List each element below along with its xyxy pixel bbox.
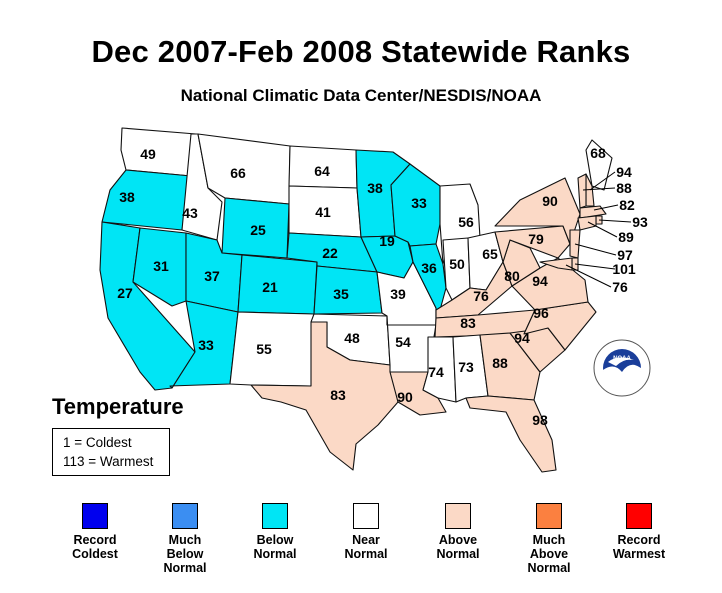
- legend-item: Much Above Normal: [509, 503, 589, 575]
- legend-item: Below Normal: [235, 503, 315, 561]
- rank-label-sd: 41: [315, 204, 331, 220]
- legend-label: Record Warmest: [612, 533, 666, 561]
- rank-label-ms: 74: [428, 364, 444, 380]
- rank-label-fl: 98: [532, 412, 548, 428]
- state-vt: [577, 173, 587, 209]
- rank-label-ca: 27: [117, 285, 133, 301]
- rank-label-mi: 56: [458, 214, 474, 230]
- leader-line-ri: [598, 219, 632, 223]
- state-fl: [465, 395, 557, 473]
- rank-label-or: 38: [119, 189, 135, 205]
- rank-label-nj: 97: [617, 247, 633, 263]
- legend-swatch: [536, 503, 562, 529]
- rank-label-nh: 94: [616, 164, 632, 180]
- legend-item: Record Coldest: [55, 503, 135, 561]
- rank-label-ut: 37: [204, 268, 220, 284]
- rank-label-la: 90: [397, 389, 413, 405]
- legend-item: Near Normal: [326, 503, 406, 561]
- rank-label-ia: 19: [379, 233, 395, 249]
- svg-text:NOAA: NOAA: [613, 356, 631, 362]
- rank-label-ct: 89: [618, 229, 634, 245]
- legend-label: Near Normal: [344, 533, 388, 561]
- rank-label-ok: 48: [344, 330, 360, 346]
- leader-line-vt: [582, 187, 616, 191]
- legend-swatch: [353, 503, 379, 529]
- rank-label-ny: 90: [542, 193, 558, 209]
- rank-label-ma: 82: [619, 197, 635, 213]
- legend-label: Above Normal: [436, 533, 480, 561]
- rank-label-id: 43: [182, 205, 198, 221]
- state-ct: [577, 215, 597, 231]
- legend-swatch: [445, 503, 471, 529]
- leader-line-md: [565, 264, 612, 288]
- legend-label: Below Normal: [253, 533, 297, 561]
- rank-label-co: 21: [262, 279, 278, 295]
- rank-label-pa: 79: [528, 231, 544, 247]
- legend-item: Above Normal: [418, 503, 498, 561]
- map-title: Dec 2007-Feb 2008 Statewide Ranks: [91, 34, 631, 69]
- map-subtitle: National Climatic Data Center/NESDIS/NOA…: [180, 86, 542, 105]
- rank-label-tx: 83: [330, 387, 346, 403]
- legend-item: Record Warmest: [599, 503, 679, 561]
- legend-item: Much Below Normal: [145, 503, 225, 575]
- leader-line-nj: [574, 243, 617, 256]
- leader-line-nh: [589, 171, 616, 191]
- rank-label-wy: 25: [250, 222, 266, 238]
- legend-label: Record Coldest: [72, 533, 118, 561]
- rank-label-nd: 64: [314, 163, 330, 179]
- rank-label-nv: 31: [153, 258, 169, 274]
- state-tx: [250, 321, 399, 471]
- rank-label-wa: 49: [140, 146, 156, 162]
- state-or: [101, 169, 192, 231]
- rank-label-nm: 55: [256, 341, 272, 357]
- legend-title: Temperature: [52, 394, 184, 419]
- legend-swatch: [82, 503, 108, 529]
- rank-label-de: 101: [612, 261, 636, 277]
- rank-label-va: 94: [532, 273, 548, 289]
- rank-label-ga: 88: [492, 355, 508, 371]
- rank-key-warmest: 113 = Warmest: [63, 454, 154, 469]
- rank-label-mn: 38: [367, 180, 383, 196]
- leader-line-de: [574, 263, 616, 270]
- rank-label-vt: 88: [616, 180, 632, 196]
- noaa-logo: NOAA: [593, 339, 651, 397]
- rank-label-il: 36: [421, 260, 437, 276]
- rank-key: 1 = Coldest 113 = Warmest: [52, 428, 170, 476]
- rank-label-in: 50: [449, 256, 465, 272]
- rank-label-sc: 94: [514, 330, 530, 346]
- state-nm: [229, 311, 315, 387]
- state-ga: [479, 332, 541, 401]
- leader-line-ma: [593, 204, 619, 211]
- state-md: [539, 257, 573, 271]
- rank-label-wv: 80: [504, 268, 520, 284]
- rank-label-nc: 96: [533, 305, 549, 321]
- rank-label-me: 68: [590, 145, 606, 161]
- legend-label: Much Above Normal: [527, 533, 571, 575]
- rank-label-oh: 65: [482, 246, 498, 262]
- state-nv: [132, 227, 187, 307]
- legend-swatch: [626, 503, 652, 529]
- legend-label: Much Below Normal: [163, 533, 207, 575]
- rank-label-wi: 33: [411, 195, 427, 211]
- legend-swatch: [172, 503, 198, 529]
- rank-label-mt: 66: [230, 165, 246, 181]
- rank-label-ne: 22: [322, 245, 338, 261]
- rank-label-ri: 93: [632, 214, 648, 230]
- rank-label-ks: 35: [333, 286, 349, 302]
- rank-label-md: 76: [612, 279, 628, 295]
- rank-label-al: 73: [458, 359, 474, 375]
- rank-label-tn: 83: [460, 315, 476, 331]
- state-me: [585, 139, 613, 191]
- rank-label-az: 33: [198, 337, 214, 353]
- rank-key-coldest: 1 = Coldest: [63, 435, 132, 450]
- state-wa: [120, 127, 197, 177]
- rank-label-ar: 54: [395, 334, 411, 350]
- legend-swatch: [262, 503, 288, 529]
- rank-label-ky: 76: [473, 288, 489, 304]
- rank-label-mo: 39: [390, 286, 406, 302]
- leader-line-ct: [587, 221, 618, 238]
